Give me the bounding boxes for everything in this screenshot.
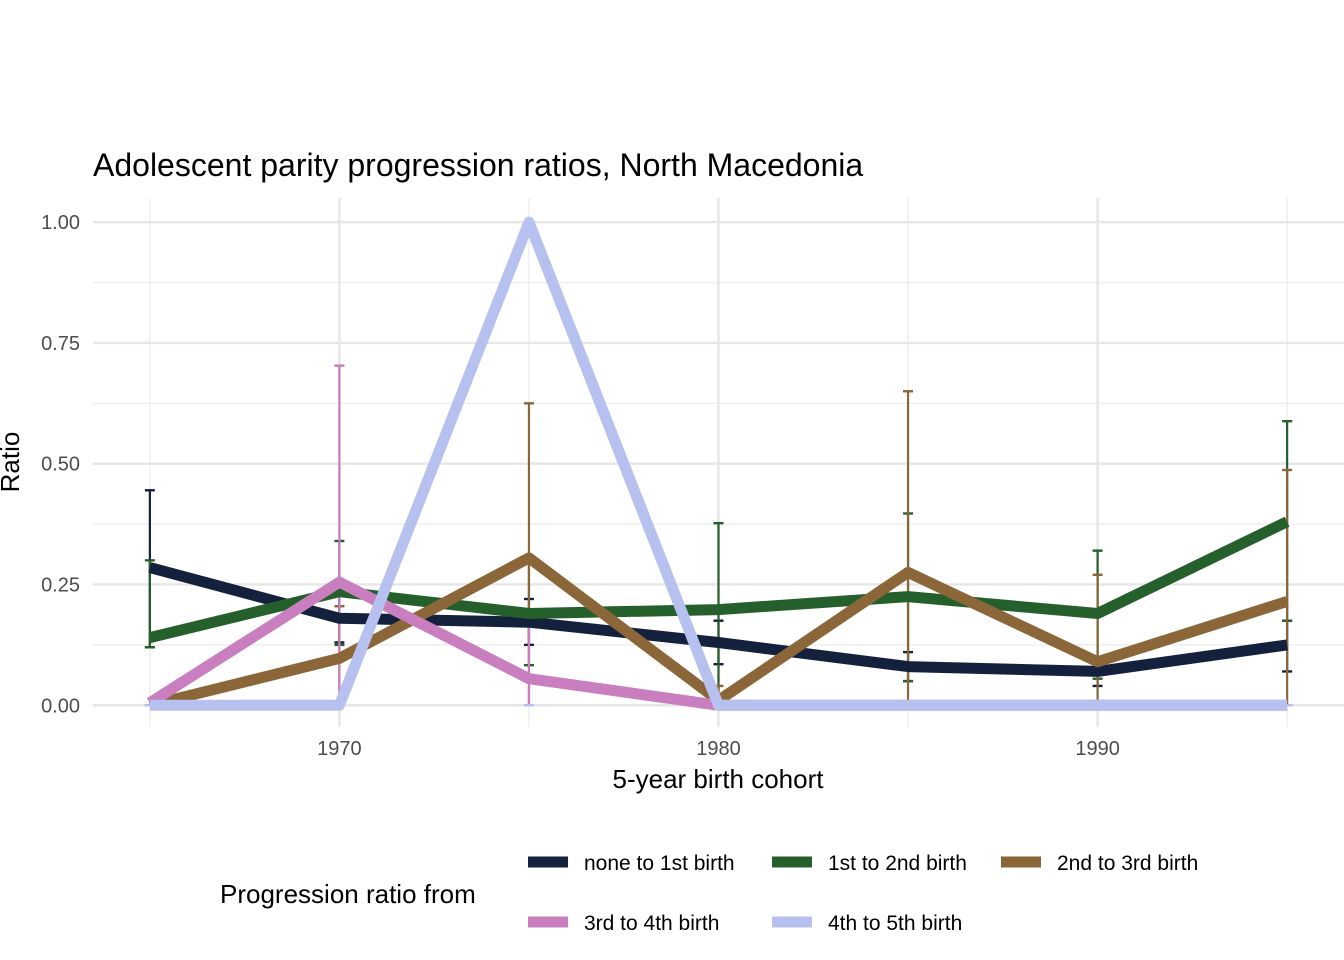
error-bar <box>523 617 534 707</box>
x-tick-labels: 1970 1980 1990 <box>317 738 1120 760</box>
x-axis-title: 5-year birth cohort <box>613 764 825 794</box>
y-tick-label: 0.75 <box>41 333 80 355</box>
legend-label: 4th to 5th birth <box>828 912 962 935</box>
x-tick-label: 1990 <box>1075 738 1120 760</box>
series-line <box>148 562 1288 677</box>
y-tick-label: 0.25 <box>41 574 80 596</box>
legend-label: 1st to 2nd birth <box>828 852 967 875</box>
y-tick-label: 1.00 <box>41 212 80 234</box>
legend: Progression ratio from none to 1st birth… <box>220 852 1198 935</box>
y-axis-title: Ratio <box>0 432 25 493</box>
x-tick-label: 1980 <box>696 738 741 760</box>
y-tick-label: 0.00 <box>41 695 80 717</box>
x-tick-label: 1970 <box>317 738 362 760</box>
y-tick-label: 0.50 <box>41 454 80 476</box>
legend-label: 2nd to 3rd birth <box>1057 852 1198 875</box>
legend-label: 3rd to 4th birth <box>584 912 719 935</box>
legend-title: Progression ratio from <box>220 879 476 909</box>
series-line <box>149 216 1288 711</box>
error-bar <box>1282 468 1293 707</box>
series-line <box>148 516 1290 643</box>
legend-label: none to 1st birth <box>584 852 735 875</box>
legend-item: 4th to 5th birth <box>772 912 962 935</box>
chart-title: Adolescent parity progression ratios, No… <box>93 147 863 183</box>
legend-item: 1st to 2nd birth <box>772 852 967 875</box>
legend-item: 3rd to 4th birth <box>528 912 719 935</box>
error-bar <box>903 390 914 707</box>
y-tick-labels: 0.00 0.25 0.50 0.75 1.00 <box>41 212 80 717</box>
series-lines <box>146 216 1290 711</box>
legend-item: 2nd to 3rd birth <box>1001 852 1198 875</box>
legend-item: none to 1st birth <box>528 852 735 875</box>
